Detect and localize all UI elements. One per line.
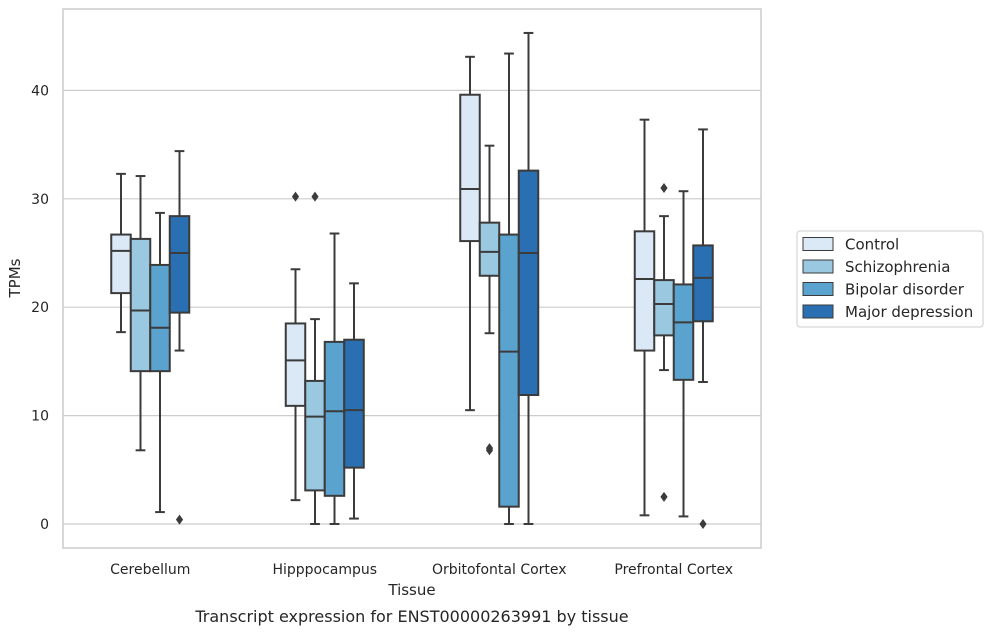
box-iqr (323, 340, 346, 497)
legend-swatch (802, 237, 834, 251)
outlier-point (660, 491, 668, 502)
box-major-depression-2 (517, 31, 540, 525)
box-major-depression-3 (692, 128, 714, 529)
legend-swatch (802, 282, 834, 296)
x-axis-title: Tissue (387, 581, 435, 599)
legend-swatch (802, 259, 834, 274)
box-iqr (672, 283, 695, 381)
y-tick-label: 10 (31, 409, 49, 425)
box-iqr (517, 169, 540, 397)
box-iqr (478, 221, 501, 277)
box-control-0 (110, 172, 132, 334)
box-iqr (633, 230, 656, 352)
box-plots (110, 31, 714, 529)
chart-caption: Transcript expression for ENST0000026399… (194, 607, 628, 626)
box-bipolar-disorder-0 (149, 211, 171, 514)
legend-label: Schizophrenia (845, 258, 950, 276)
legend-label: Major depression (845, 303, 973, 321)
legend-frame (796, 230, 984, 328)
outlier-point (699, 519, 707, 529)
box-bipolar-disorder-3 (672, 190, 695, 518)
y-tick-label: 30 (31, 192, 49, 208)
box-major-depression-1 (343, 282, 365, 520)
outlier-point (291, 191, 300, 202)
y-tick-label: 20 (31, 300, 49, 316)
box-iqr (129, 237, 152, 373)
x-tick-label: Cerebellum (110, 562, 190, 578)
box-schizophrenia-3 (653, 182, 675, 502)
box-control-3 (633, 118, 656, 517)
legend-swatch (802, 304, 834, 319)
x-tick-label: Prefrontal Cortex (614, 562, 733, 578)
y-tick-labels: 0 10 20 30 40 (31, 83, 49, 533)
box-schizophrenia-2 (478, 144, 501, 456)
x-tick-label: Hipppocampus (272, 562, 377, 578)
box-major-depression-0 (168, 150, 191, 525)
legend: Control Schizophrenia Bipolar disorder Majo… (796, 230, 984, 328)
plot-frame (62, 8, 762, 549)
outlier-point (175, 514, 184, 525)
box-iqr (304, 379, 326, 492)
box-iqr (168, 215, 191, 314)
box-iqr (343, 338, 365, 469)
legend-label: Bipolar disorder (845, 281, 965, 299)
box-iqr (149, 263, 171, 373)
outlier-point (660, 182, 668, 193)
box-bipolar-disorder-2 (498, 52, 520, 525)
box-iqr (284, 322, 307, 407)
box-control-2 (459, 55, 481, 412)
legend-label: Control (845, 236, 899, 254)
box-bipolar-disorder-1 (323, 232, 346, 525)
y-axis-title: TPMs (6, 258, 24, 298)
box-iqr (110, 233, 132, 295)
x-tick-labels: Cerebellum Hipppocampus Orbitofontal Corte… (110, 562, 733, 578)
box-iqr (653, 279, 675, 337)
outlier-point (311, 191, 319, 202)
x-tick-label: Orbitofontal Cortex (432, 562, 567, 578)
box-schizophrenia-1 (304, 191, 326, 525)
box-control-1 (284, 191, 307, 502)
box-schizophrenia-0 (129, 175, 152, 452)
y-tick-label: 0 (40, 517, 49, 533)
y-tick-label: 40 (31, 83, 49, 99)
box-iqr (692, 244, 714, 323)
box-iqr (498, 233, 520, 508)
outlier-point (485, 443, 494, 454)
box-iqr (459, 93, 481, 243)
